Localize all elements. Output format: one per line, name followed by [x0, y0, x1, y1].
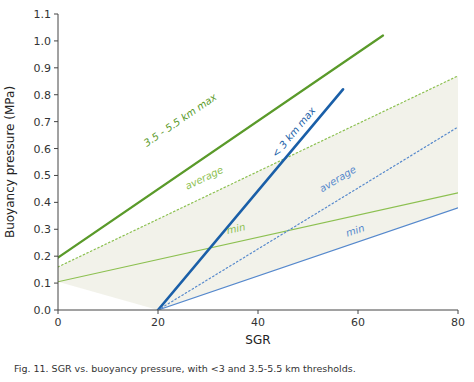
x-tick-label: 60 — [351, 316, 365, 329]
y-tick-label: 1.0 — [34, 35, 52, 48]
x-tick — [58, 310, 59, 314]
annotation: average — [183, 164, 225, 192]
annotation: min — [344, 222, 365, 238]
y-tick-label: 0.4 — [34, 196, 52, 209]
y-tick — [54, 283, 58, 284]
y-tick-label: 0.7 — [34, 116, 52, 129]
y-tick-label: 0.6 — [34, 143, 52, 156]
y-tick-label: 0.0 — [34, 304, 52, 317]
y-tick — [54, 40, 58, 41]
y-tick — [54, 121, 58, 122]
line — [58, 76, 458, 267]
line — [58, 36, 383, 258]
y-tick — [54, 67, 58, 68]
y-tick — [54, 229, 58, 230]
y-tick-label: 0.3 — [34, 223, 52, 236]
annotation: min — [226, 221, 247, 236]
annotation: < 3 km max — [270, 105, 318, 159]
y-axis-line — [58, 14, 59, 310]
y-tick — [54, 310, 58, 311]
x-tick — [158, 310, 159, 314]
plot-area — [58, 36, 458, 310]
line — [158, 127, 458, 310]
line — [158, 208, 458, 310]
x-tick — [358, 310, 359, 314]
chart: 0 20 40 60 80 0.0 0.1 0.2 0.3 0.4 0.5 0.6 0.7 0.8 0.9 1… — [0, 0, 474, 382]
y-tick-label: 0.8 — [34, 89, 52, 102]
x-tick-label: 40 — [251, 316, 265, 329]
x-axis-label: SGR — [245, 333, 270, 347]
y-tick — [54, 202, 58, 203]
y-tick — [54, 175, 58, 176]
y-tick-label: 1.1 — [34, 8, 52, 21]
y-tick-label: 0.1 — [34, 277, 52, 290]
y-axis-label: Buoyancy pressure (MPa) — [3, 86, 17, 238]
x-tick-label: 0 — [55, 316, 62, 329]
caption: Fig. 11. SGR vs. buoyancy pressure, with… — [14, 363, 356, 374]
y-tick-label: 0.2 — [34, 250, 52, 263]
x-tick — [458, 310, 459, 314]
y-tick-label: 0.9 — [34, 62, 52, 75]
y-tick — [54, 14, 58, 15]
x-tick-label: 80 — [451, 316, 465, 329]
annotation: 3.5 - 5.5 km max — [142, 91, 219, 148]
y-tick — [54, 94, 58, 95]
y-tick-label: 0.5 — [34, 169, 52, 182]
annotation: average — [317, 164, 358, 195]
line — [58, 193, 458, 282]
y-tick — [54, 148, 58, 149]
x-tick — [258, 310, 259, 314]
x-tick-label: 20 — [151, 316, 165, 329]
area — [58, 76, 458, 310]
y-tick — [54, 256, 58, 257]
